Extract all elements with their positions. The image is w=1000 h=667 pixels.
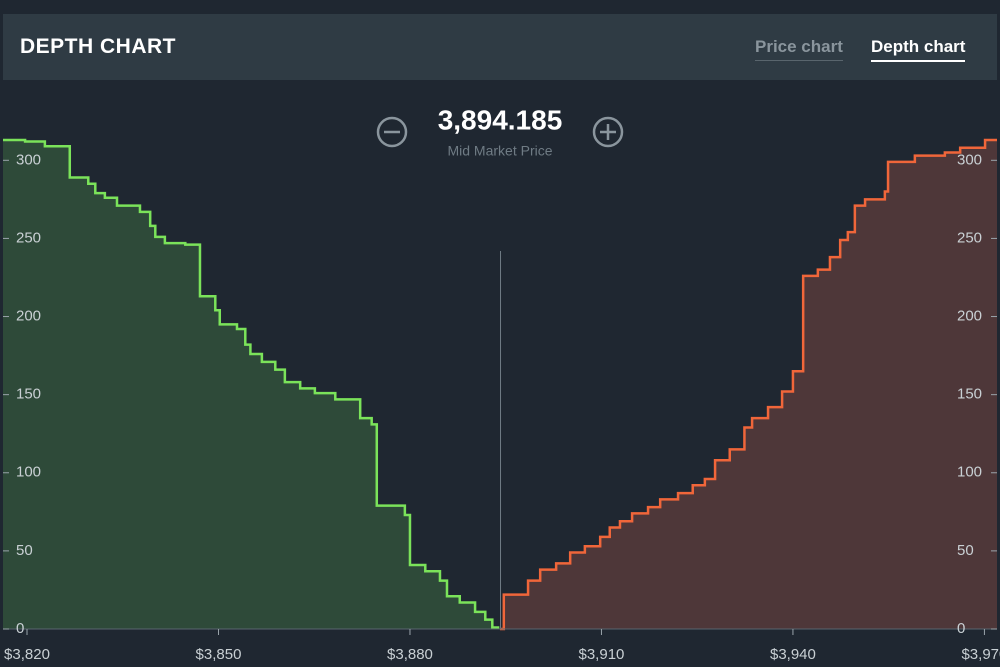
depth-area — [499, 139, 997, 629]
y-tick-label: 150 — [957, 386, 982, 403]
depth-line — [3, 138, 500, 629]
x-tick-label: $3,820 — [4, 646, 50, 663]
depth-area — [3, 139, 499, 629]
y-tick-label: 250 — [16, 229, 41, 246]
y-tick-label: 50 — [16, 542, 33, 559]
y-tick-label: 200 — [16, 308, 41, 325]
y-tick-label: 50 — [957, 542, 974, 559]
zoom-in[interactable] — [592, 116, 624, 148]
x-tick-label: $3,910 — [579, 646, 625, 663]
header-title: DEPTH CHART — [20, 35, 176, 58]
mid-price: 3,894.185 — [438, 104, 563, 135]
y-tick-label: 150 — [16, 386, 41, 403]
x-tick-label: $3,940 — [770, 646, 816, 663]
x-tick-label: $3,970 — [961, 646, 1000, 663]
y-tick-label: 250 — [957, 229, 982, 246]
x-tick-label: $3,850 — [196, 646, 242, 663]
y-tick-label: 0 — [957, 620, 965, 637]
tab[interactable]: Depth chart — [871, 37, 966, 62]
zoom-out[interactable] — [376, 116, 408, 148]
y-tick-label: 200 — [957, 308, 982, 325]
tab[interactable]: Price chart — [755, 37, 843, 61]
y-tick-label: 100 — [957, 464, 982, 481]
depth-line — [499, 138, 997, 631]
y-tick-label: 300 — [16, 151, 41, 168]
x-tick-label: $3,880 — [387, 646, 433, 663]
y-tick-label: 300 — [957, 151, 982, 168]
y-tick-label: 0 — [16, 620, 24, 637]
mid-price-caption: Mid Market Price — [447, 143, 552, 159]
y-tick-label: 100 — [16, 464, 41, 481]
header-bar: DEPTH CHART Price chart Depth chart — [3, 14, 997, 80]
